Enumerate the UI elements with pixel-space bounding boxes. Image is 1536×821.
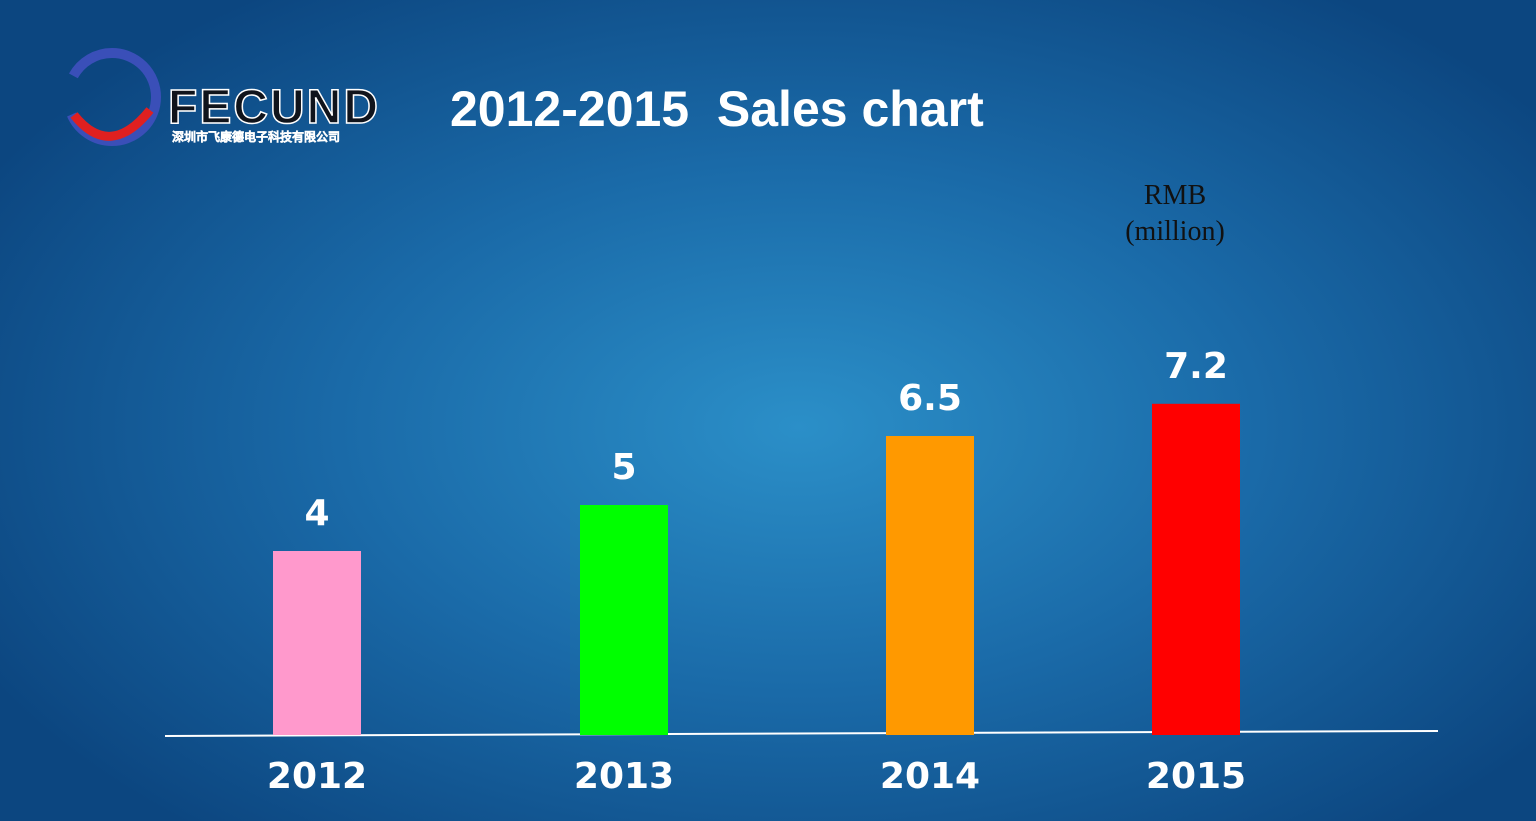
bar <box>580 505 668 735</box>
x-tick-label: 2015 <box>1146 756 1246 797</box>
logo-swoosh <box>70 107 154 141</box>
x-tick-label: 2012 <box>267 756 367 797</box>
x-tick-label: 2014 <box>880 756 980 797</box>
data-label: 5 <box>611 447 636 488</box>
bar <box>886 436 974 735</box>
logo-subtitle: 深圳市飞康德电子科技有限公司 <box>172 129 340 144</box>
x-tick-label: 2013 <box>574 756 674 797</box>
logo: FECUND 深圳市飞康德电子科技有限公司 <box>63 48 380 146</box>
data-label: 7.2 <box>1164 346 1228 387</box>
data-label: 4 <box>304 493 329 534</box>
unit-label: RMB <box>1144 180 1206 211</box>
logo-ring <box>63 48 161 146</box>
chart-title: 2012-2015 Sales chart <box>450 81 984 137</box>
logo-text: FECUND <box>168 81 380 134</box>
unit-label: (million) <box>1125 216 1225 247</box>
data-label: 6.5 <box>898 378 962 419</box>
bar <box>273 551 361 735</box>
bar <box>1152 403 1240 735</box>
